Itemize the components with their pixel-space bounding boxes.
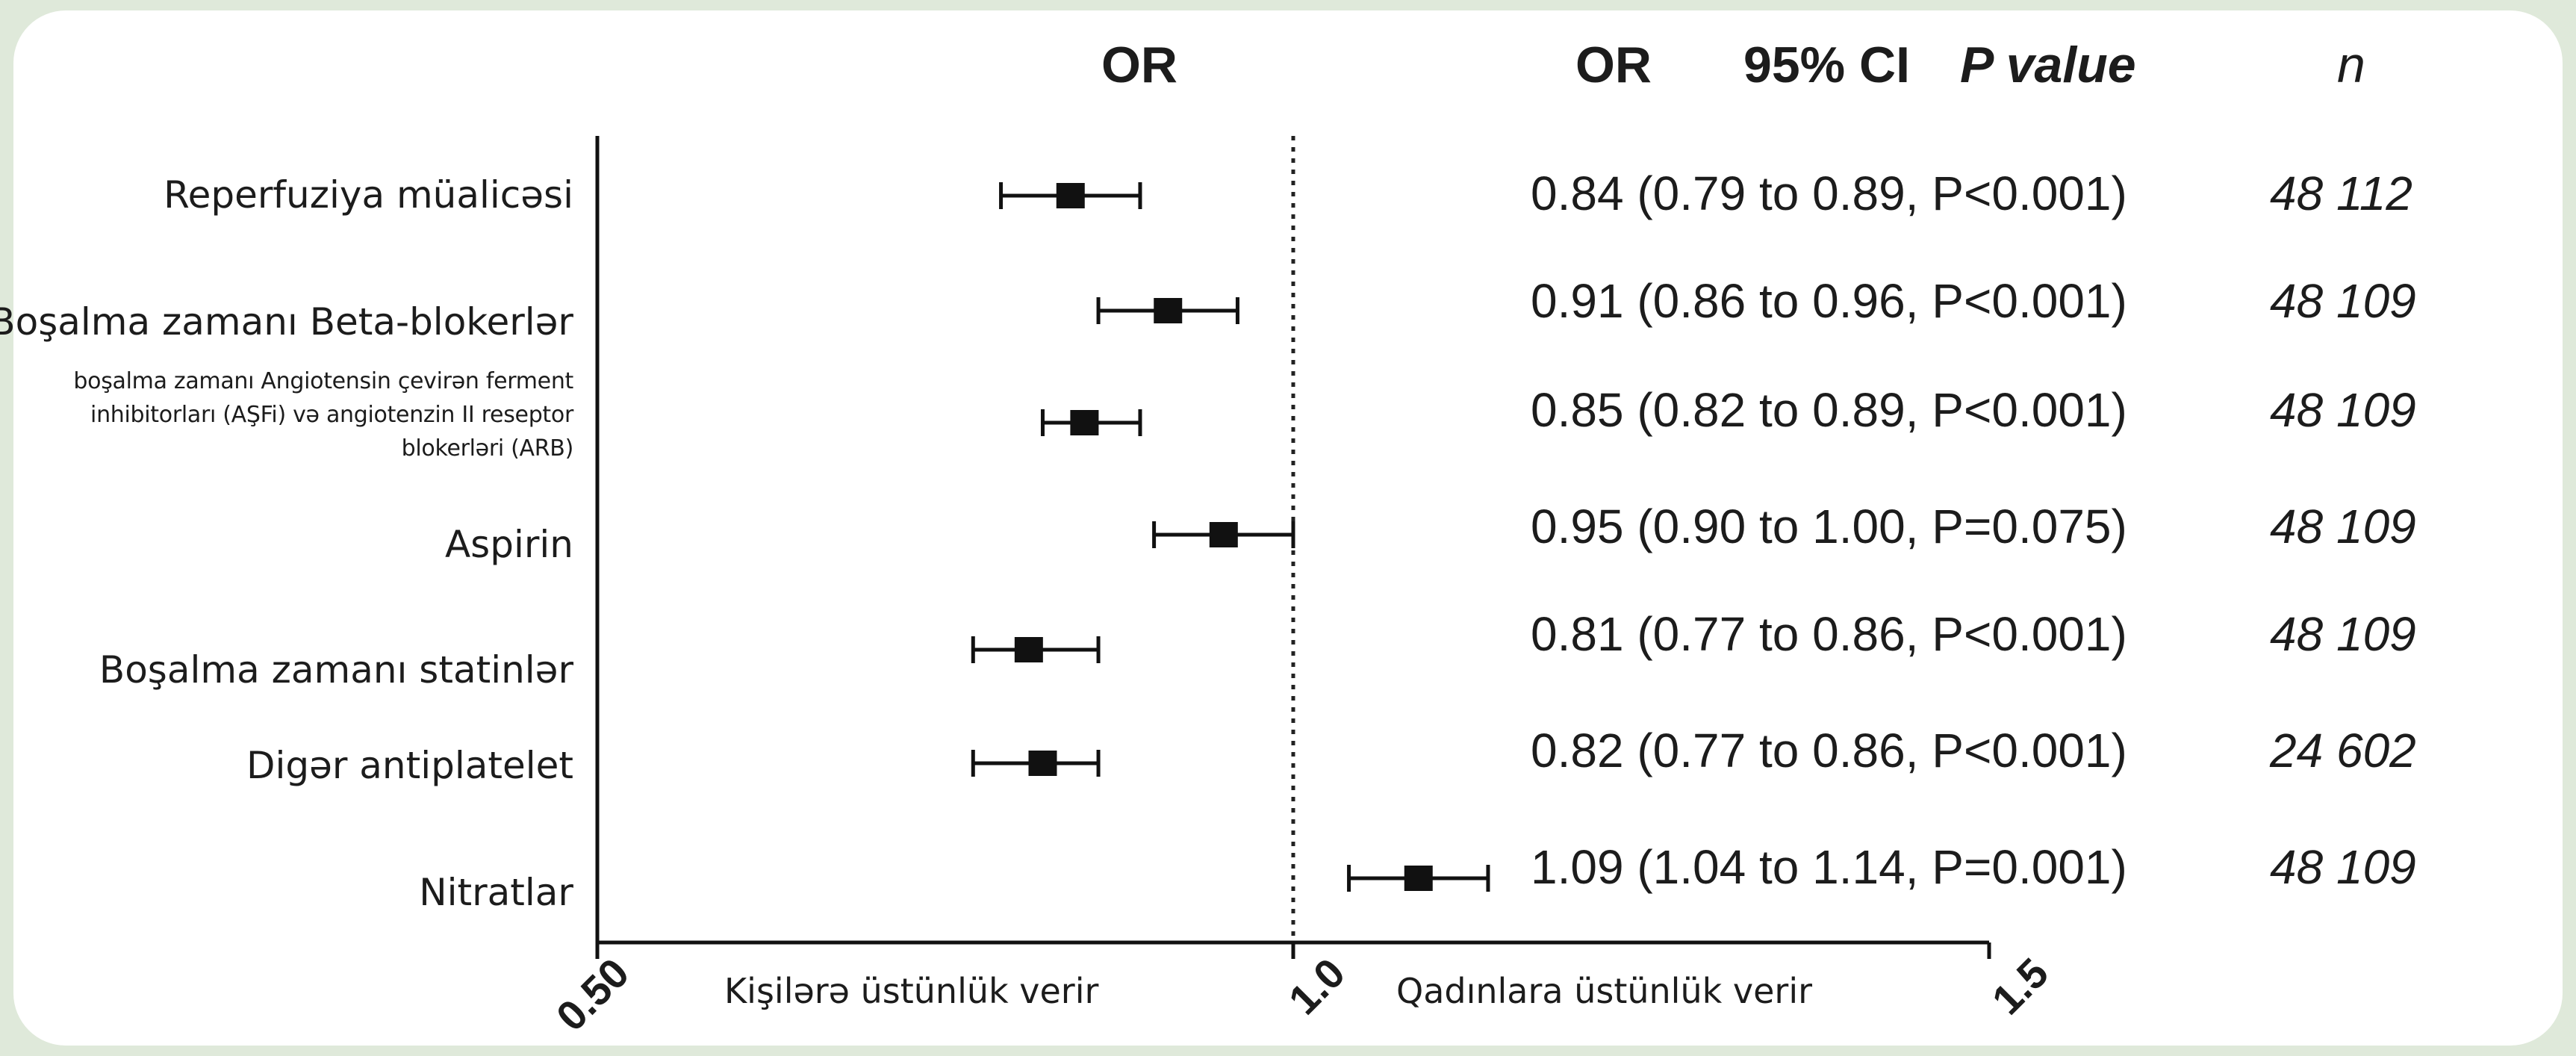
header-n: n xyxy=(2337,37,2365,93)
row-label: Aspirin xyxy=(444,523,573,566)
or-row-mark xyxy=(1096,297,1239,324)
row-label: Digər antiplatelet xyxy=(246,744,573,787)
or-row-mark xyxy=(971,636,1101,663)
stat-text: 0.91 (0.86 to 0.96, P<0.001) xyxy=(1531,274,2127,328)
favor-women-label: Qadınlara üstünlük verir xyxy=(1396,971,1813,1011)
row-label: Reperfuziya müalicəsi xyxy=(164,173,573,217)
or-row-mark xyxy=(971,750,1101,777)
chart-card xyxy=(13,10,2563,1046)
row-label: boşalma zamanı Angiotensin çevirən ferme… xyxy=(73,368,573,462)
row-label: Boşalma zamanı statinlər xyxy=(99,648,573,692)
header-or: OR xyxy=(1575,37,1652,93)
x-tick-marks xyxy=(595,942,1991,959)
row-label: Boşalma zamanı Beta-blokerlər xyxy=(0,300,573,344)
or-point xyxy=(1154,298,1183,323)
stat-text: 0.85 (0.82 to 0.89, P<0.001) xyxy=(1531,383,2127,437)
or-row-mark xyxy=(1152,521,1295,548)
stat-text: 0.82 (0.77 to 0.86, P<0.001) xyxy=(1531,724,2127,777)
or-row-mark xyxy=(999,182,1142,209)
stat-text: 0.81 (0.77 to 0.86, P<0.001) xyxy=(1531,607,2127,661)
or-row-mark xyxy=(1040,409,1142,436)
favor-men-label: Kişilərə üstünlük verir xyxy=(724,971,1099,1011)
header-p-value: P value xyxy=(1960,37,2136,93)
row-label: Nitratlar xyxy=(419,871,573,914)
header-plot-or: OR xyxy=(1101,37,1177,93)
stat-text: 0.84 (0.79 to 0.89, P<0.001) xyxy=(1531,167,2127,220)
stat-text: 0.95 (0.90 to 1.00, P=0.075) xyxy=(1531,500,2127,553)
n-value: 48 109 xyxy=(2270,840,2416,894)
n-value: 48 109 xyxy=(2270,500,2416,553)
or-point xyxy=(1028,751,1057,776)
or-point xyxy=(1014,637,1043,662)
n-value: 24 602 xyxy=(2270,724,2416,777)
or-markers xyxy=(971,182,1490,892)
stat-text: 1.09 (1.04 to 1.14, P=0.001) xyxy=(1531,840,2127,894)
n-value: 48 112 xyxy=(2270,167,2412,220)
header-ci: 95% CI xyxy=(1743,37,1910,93)
n-value: 48 109 xyxy=(2270,274,2416,328)
n-value: 48 109 xyxy=(2270,607,2416,661)
or-row-mark xyxy=(1347,865,1490,892)
n-value: 48 109 xyxy=(2270,383,2416,437)
or-point xyxy=(1404,866,1433,891)
or-point xyxy=(1070,410,1099,435)
or-point xyxy=(1209,522,1238,547)
or-point xyxy=(1056,183,1085,208)
